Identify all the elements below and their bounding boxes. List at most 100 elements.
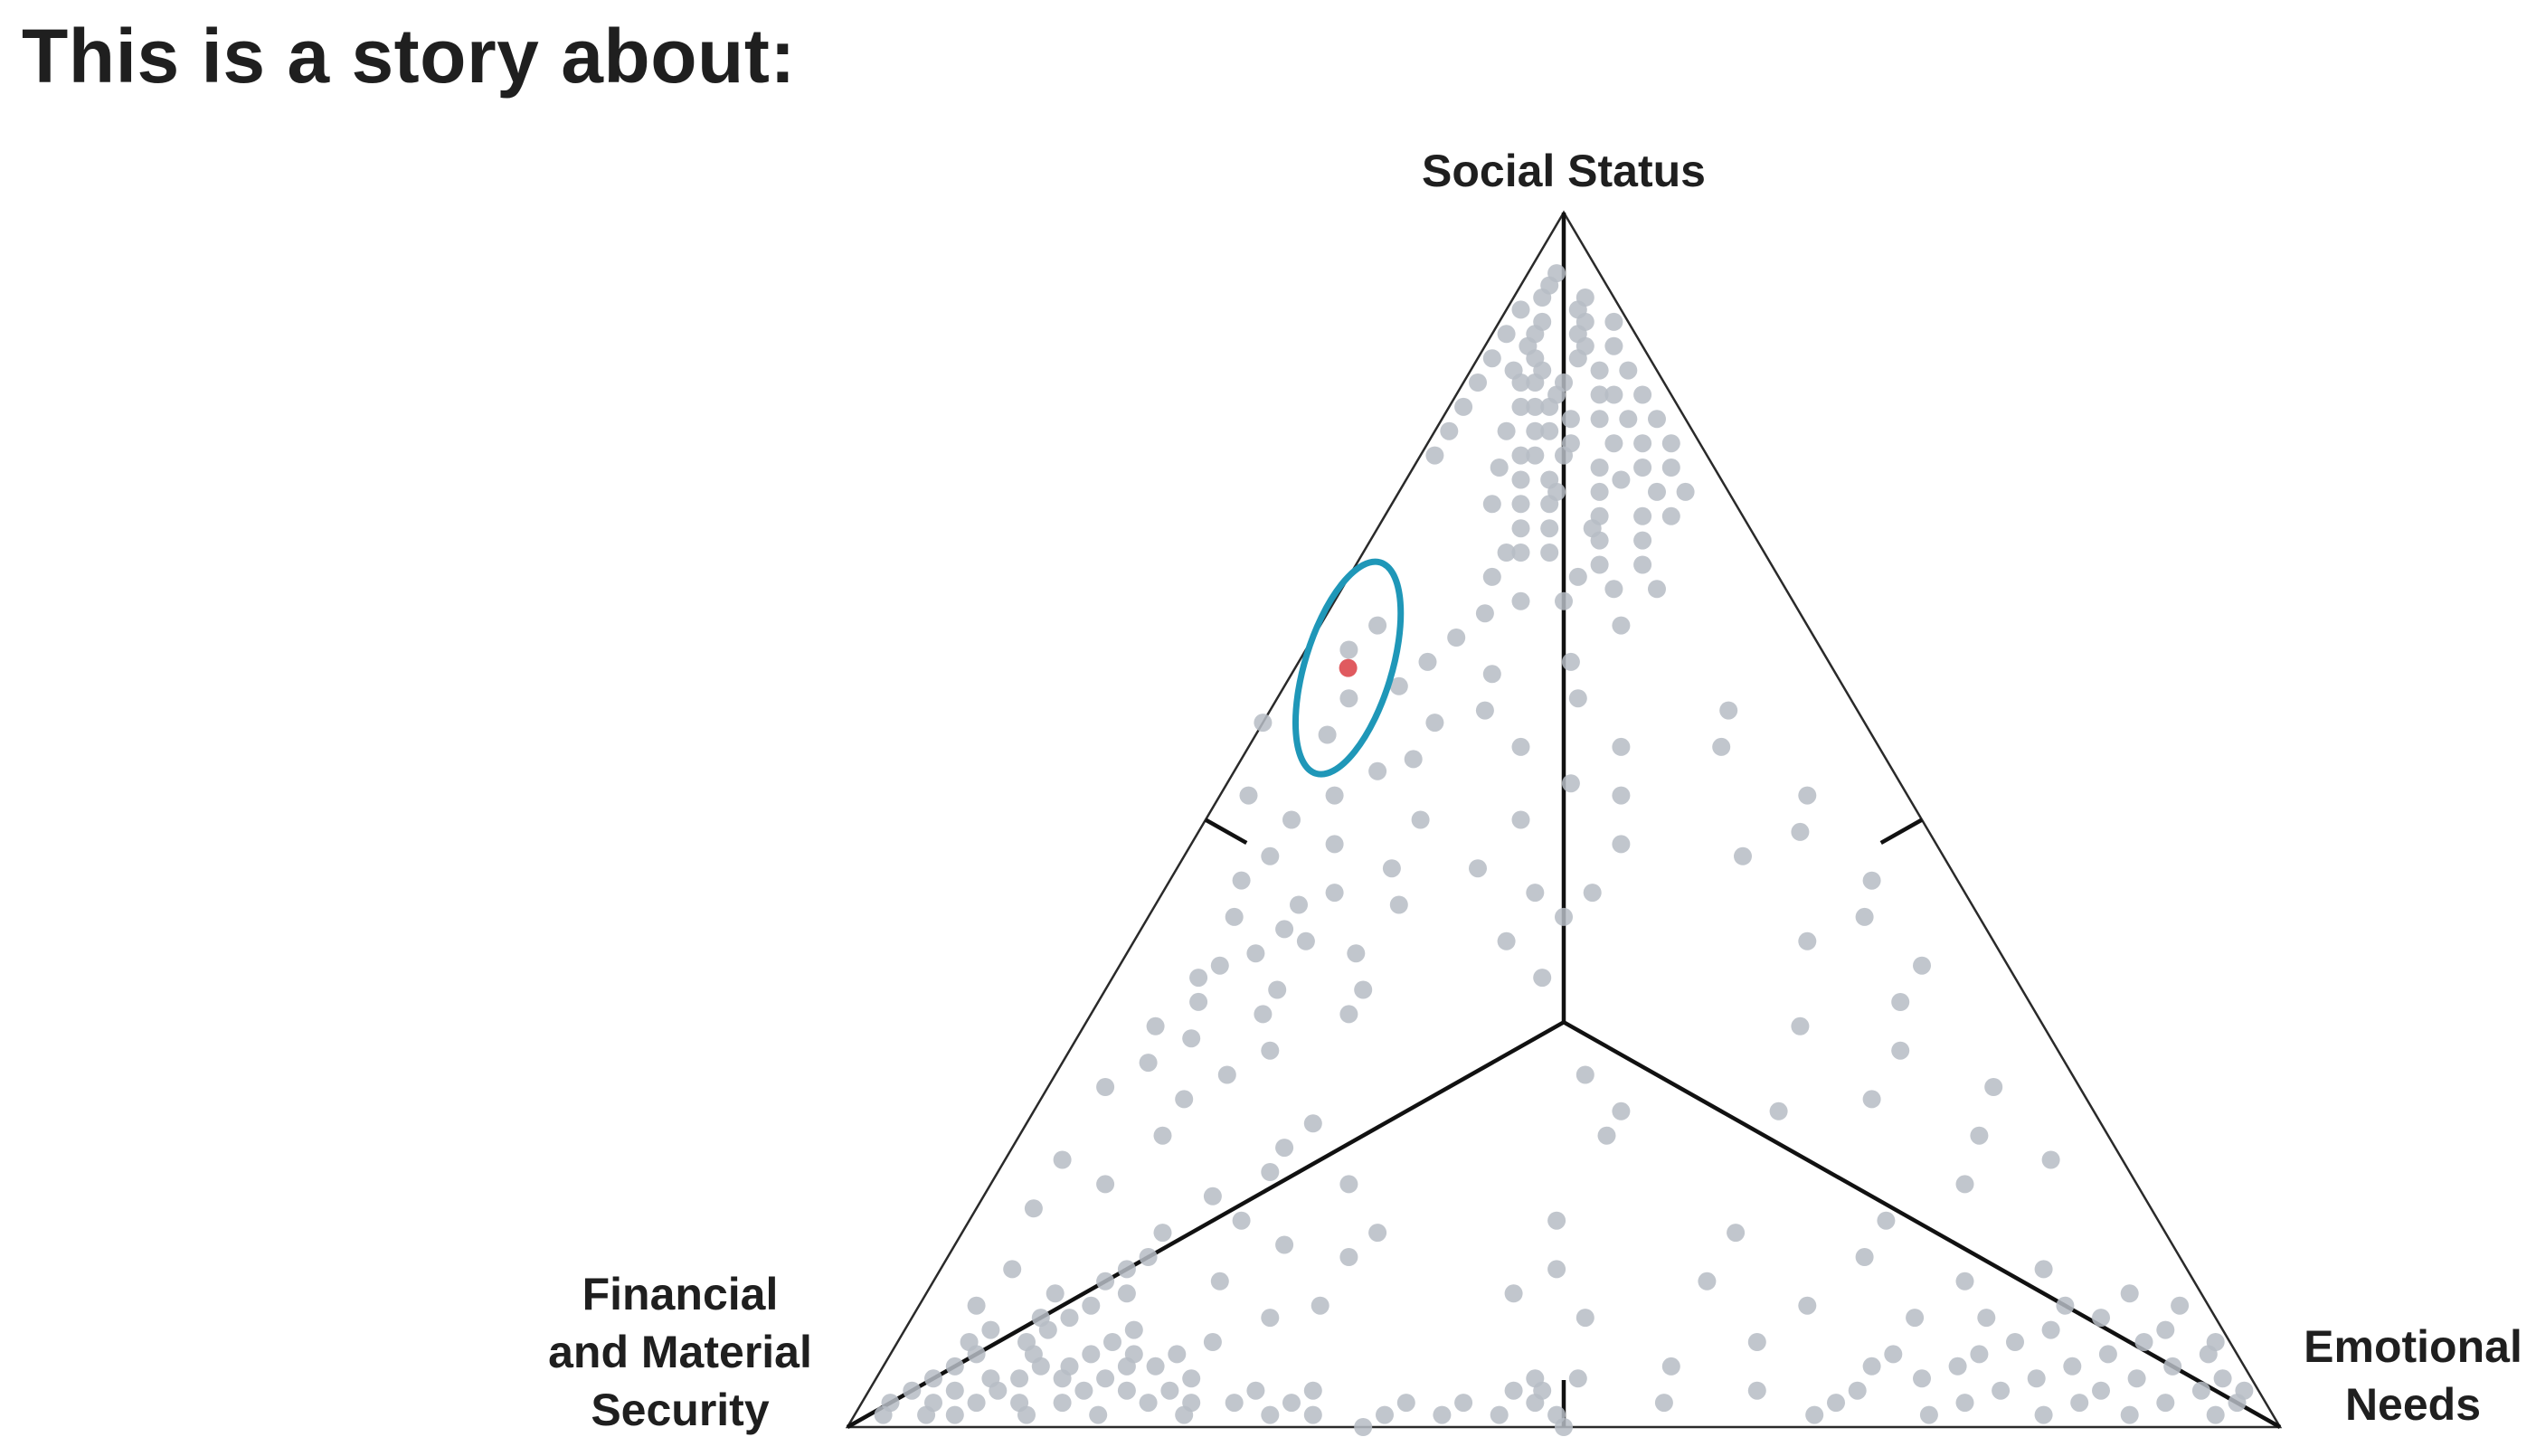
data-point bbox=[1576, 312, 1594, 331]
data-point bbox=[2070, 1394, 2089, 1413]
data-point bbox=[1497, 544, 1516, 562]
data-point bbox=[1590, 385, 1609, 404]
data-point bbox=[2163, 1357, 2182, 1376]
data-point bbox=[1217, 1065, 1236, 1084]
data-point bbox=[1146, 1357, 1165, 1376]
data-point bbox=[1425, 714, 1444, 733]
data-point bbox=[1354, 1418, 1373, 1436]
data-point bbox=[2063, 1357, 2082, 1376]
data-point bbox=[1798, 786, 1817, 805]
data-point bbox=[1526, 421, 1545, 440]
data-point bbox=[1561, 774, 1580, 793]
data-point bbox=[1540, 544, 1559, 562]
data-point bbox=[1612, 835, 1631, 854]
data-point bbox=[1547, 385, 1566, 404]
data-point bbox=[1612, 470, 1631, 489]
data-point bbox=[1511, 373, 1530, 392]
data-point bbox=[1175, 1090, 1194, 1109]
vertex-label-financial-security: Financial and Material Security bbox=[548, 1269, 812, 1435]
data-point bbox=[1411, 810, 1430, 829]
data-point bbox=[2206, 1405, 2225, 1424]
data-point bbox=[1862, 1090, 1881, 1109]
data-point bbox=[1189, 992, 1208, 1011]
data-points bbox=[874, 264, 2254, 1436]
data-point bbox=[945, 1381, 964, 1400]
data-point bbox=[2120, 1405, 2139, 1424]
data-point bbox=[1232, 1211, 1251, 1230]
confidence-ellipse bbox=[1292, 558, 1405, 778]
vertex-label-financial-security-line: Security bbox=[591, 1385, 770, 1435]
data-point bbox=[1454, 397, 1473, 416]
data-point bbox=[1497, 931, 1516, 950]
data-point bbox=[1648, 410, 1666, 429]
data-point bbox=[1568, 689, 1587, 708]
data-point bbox=[1633, 434, 1652, 453]
data-point bbox=[1497, 325, 1516, 344]
data-point bbox=[1805, 1405, 1824, 1424]
data-point bbox=[1590, 531, 1609, 550]
data-point bbox=[1590, 459, 1609, 477]
data-point bbox=[1633, 506, 1652, 525]
data-point bbox=[1261, 1041, 1280, 1060]
data-point bbox=[2127, 1369, 2146, 1388]
data-point bbox=[1540, 421, 1559, 440]
data-point bbox=[1153, 1224, 1172, 1243]
data-point bbox=[1661, 506, 1680, 525]
data-point bbox=[1182, 1369, 1201, 1388]
data-point bbox=[1339, 1248, 1358, 1266]
data-point bbox=[1024, 1345, 1043, 1364]
data-point bbox=[1368, 761, 1387, 780]
data-point bbox=[1261, 1405, 1280, 1424]
data-point bbox=[1376, 1405, 1394, 1424]
data-point bbox=[1053, 1369, 1072, 1388]
data-point bbox=[1440, 421, 1459, 440]
data-point bbox=[1511, 519, 1530, 538]
data-point bbox=[1747, 1381, 1766, 1400]
data-point bbox=[1339, 689, 1358, 708]
data-point bbox=[1855, 907, 1874, 926]
divider-line-left bbox=[846, 1020, 1566, 1429]
data-point bbox=[1633, 459, 1652, 477]
data-point bbox=[1619, 361, 1638, 380]
data-point bbox=[1268, 980, 1287, 999]
data-point bbox=[1246, 944, 1265, 963]
data-point bbox=[967, 1394, 986, 1413]
data-point bbox=[1734, 846, 1752, 865]
data-point bbox=[1074, 1381, 1093, 1400]
data-point bbox=[1590, 361, 1609, 380]
vertex-label-emotional-needs-line: Emotional bbox=[2304, 1321, 2522, 1372]
data-point bbox=[1526, 397, 1545, 416]
data-point bbox=[1547, 1405, 1566, 1424]
data-point bbox=[1511, 544, 1530, 562]
data-point bbox=[2134, 1333, 2153, 1351]
data-point bbox=[967, 1296, 986, 1315]
data-point bbox=[1139, 1248, 1158, 1266]
data-point bbox=[1082, 1296, 1101, 1315]
data-point bbox=[981, 1369, 1000, 1388]
divider-line-right bbox=[1562, 1020, 2282, 1429]
data-point bbox=[1325, 884, 1344, 903]
data-point bbox=[1906, 1309, 1925, 1328]
data-point bbox=[1103, 1333, 1121, 1351]
data-point bbox=[1124, 1345, 1143, 1364]
data-point bbox=[1604, 385, 1623, 404]
data-point bbox=[1389, 676, 1408, 695]
data-point bbox=[1482, 567, 1501, 586]
data-point bbox=[1719, 701, 1738, 720]
data-point bbox=[1339, 1175, 1358, 1194]
data-point bbox=[1082, 1345, 1101, 1364]
data-point bbox=[1540, 519, 1559, 538]
data-point bbox=[1124, 1320, 1143, 1339]
data-point bbox=[1648, 482, 1666, 501]
data-point bbox=[1661, 434, 1680, 453]
data-point bbox=[1633, 555, 1652, 574]
data-point bbox=[2034, 1260, 2053, 1279]
data-point bbox=[1117, 1260, 1136, 1279]
data-point bbox=[2006, 1333, 2024, 1351]
data-point bbox=[1318, 725, 1337, 744]
data-point bbox=[1511, 591, 1530, 610]
data-point bbox=[1604, 336, 1623, 355]
data-point bbox=[1511, 810, 1530, 829]
data-point bbox=[1590, 555, 1609, 574]
